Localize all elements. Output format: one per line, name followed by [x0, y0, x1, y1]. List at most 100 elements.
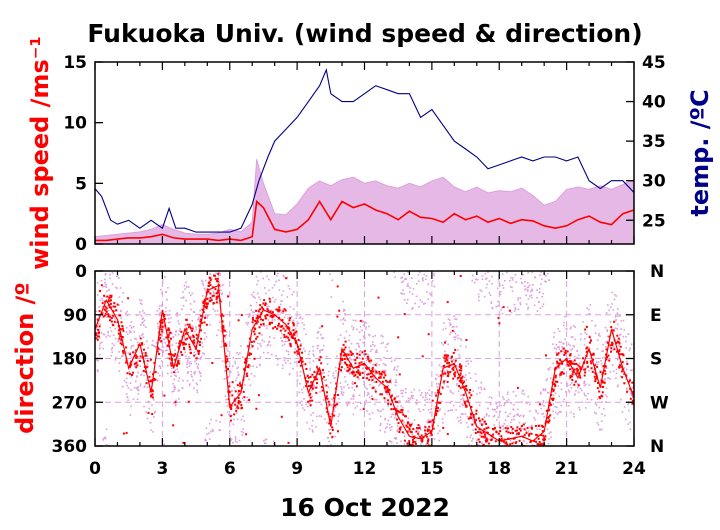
direction-scatter-point-pink — [563, 398, 566, 401]
direction-scatter-point-pink — [615, 295, 618, 297]
direction-scatter-point-pink — [102, 439, 105, 441]
direction-scatter-point-pink — [487, 271, 489, 273]
direction-scatter-point-pink — [234, 362, 237, 365]
direction-scatter-point-red — [295, 330, 298, 333]
direction-scatter-point-pink — [139, 324, 142, 326]
direction-scatter-point-red — [443, 380, 445, 383]
direction-scatter-point-red — [98, 325, 101, 328]
direction-scatter-point-red — [354, 374, 357, 376]
direction-scatter-point-pink — [426, 398, 428, 401]
direction-scatter-point-pink — [529, 290, 532, 293]
direction-scatter-point-pink — [405, 391, 407, 394]
direction-scatter-point-pink — [352, 319, 355, 322]
direction-scatter-point-pink — [623, 329, 626, 331]
direction-scatter-point-pink — [534, 418, 536, 421]
direction-scatter-point-pink — [375, 349, 378, 351]
direction-scatter-point-red — [96, 335, 99, 338]
direction-scatter-point-pink — [358, 351, 361, 353]
direction-scatter-point-pink — [474, 373, 477, 375]
direction-scatter-point-pink — [614, 316, 617, 318]
direction-scatter-point-pink — [319, 349, 321, 352]
direction-scatter-point-pink — [620, 375, 622, 378]
direction-scatter-point-pink — [379, 383, 381, 386]
direction-scatter-point-red — [222, 328, 225, 331]
direction-scatter-point-red — [255, 309, 258, 312]
direction-scatter-point-red — [446, 359, 449, 362]
direction-scatter-point-pink — [197, 319, 199, 321]
direction-scatter-point-red — [480, 423, 483, 426]
direction-scatter-point-pink — [235, 438, 237, 440]
direction-scatter-point-pink — [605, 312, 608, 314]
direction-scatter-point-pink — [99, 353, 101, 356]
direction-scatter-point-red — [168, 331, 171, 334]
direction-scatter-point-red — [374, 390, 377, 393]
direction-scatter-point-pink — [394, 414, 397, 417]
direction-scatter-point-red — [122, 432, 125, 435]
direction-scatter-point-pink — [174, 334, 177, 336]
direction-scatter-point-pink — [238, 439, 241, 442]
direction-scatter-point-red — [482, 444, 485, 446]
direction-scatter-point-pink — [115, 286, 117, 289]
direction-scatter-point-pink — [351, 386, 353, 389]
direction-scatter-point-red — [199, 318, 202, 321]
direction-scatter-point-pink — [343, 368, 346, 370]
direction-scatter-point-pink — [258, 296, 260, 298]
direction-scatter-point-pink — [282, 274, 285, 277]
direction-scatter-point-pink — [604, 357, 606, 359]
direction-scatter-point-pink — [288, 373, 291, 375]
direction-scatter-point-pink — [215, 272, 217, 274]
direction-scatter-point-pink — [557, 385, 560, 387]
direction-scatter-point-pink — [289, 305, 291, 308]
direction-scatter-point-red — [463, 380, 466, 383]
direction-scatter-point-pink — [160, 304, 163, 307]
direction-scatter-point-pink — [299, 383, 301, 385]
direction-scatter-point-pink — [192, 311, 195, 313]
direction-scatter-point-red — [547, 415, 550, 418]
direction-scatter-point-red — [149, 380, 152, 383]
direction-scatter-point-pink — [596, 363, 599, 366]
direction-scatter-point-pink — [275, 313, 277, 316]
direction-scatter-point-red — [557, 365, 560, 368]
direction-scatter-point-red — [316, 382, 318, 385]
direction-scatter-point-pink — [473, 281, 476, 284]
direction-scatter-point-pink — [519, 303, 522, 306]
direction-scatter-point-pink — [501, 284, 504, 287]
direction-scatter-point-pink — [464, 376, 466, 379]
direction-scatter-point-pink — [361, 321, 363, 323]
direction-scatter-point-pink — [149, 378, 152, 381]
direction-scatter-point-red — [107, 315, 110, 318]
direction-scatter-point-pink — [616, 308, 619, 310]
direction-scatter-point-red — [552, 390, 555, 392]
direction-scatter-point-pink — [359, 325, 362, 328]
direction-scatter-point-pink — [301, 318, 304, 320]
direction-scatter-point-pink — [308, 428, 311, 430]
direction-scatter-point-red — [233, 398, 236, 401]
direction-scatter-point-pink — [540, 271, 542, 273]
direction-scatter-point-red — [380, 393, 383, 396]
direction-scatter-point-pink — [197, 363, 200, 366]
direction-scatter-point-pink — [316, 364, 318, 367]
direction-scatter-point-pink — [200, 375, 202, 377]
direction-scatter-point-red — [427, 440, 429, 442]
direction-scatter-point-pink — [470, 434, 472, 436]
direction-scatter-point-red — [167, 329, 169, 332]
direction-scatter-point-red — [367, 358, 370, 361]
direction-scatter-point-pink — [617, 315, 619, 317]
direction-scatter-point-red — [347, 353, 350, 356]
direction-scatter-point-pink — [283, 343, 286, 346]
direction-scatter-point-red — [543, 439, 546, 442]
direction-scatter-point-pink — [611, 345, 614, 348]
direction-scatter-point-pink — [395, 381, 398, 384]
direction-scatter-point-pink — [375, 365, 378, 367]
direction-scatter-point-red — [199, 344, 201, 347]
direction-scatter-point-red — [420, 439, 423, 442]
direction-scatter-point-pink — [373, 345, 376, 347]
direction-scatter-point-pink — [570, 387, 573, 389]
direction-scatter-point-red — [333, 405, 336, 407]
direction-scatter-point-pink — [230, 438, 233, 441]
direction-scatter-point-pink — [205, 336, 208, 338]
direction-scatter-point-red — [344, 361, 346, 364]
direction-scatter-point-pink — [128, 330, 131, 332]
direction-scatter-point-pink — [511, 290, 514, 292]
direction-scatter-point-red — [301, 351, 303, 354]
